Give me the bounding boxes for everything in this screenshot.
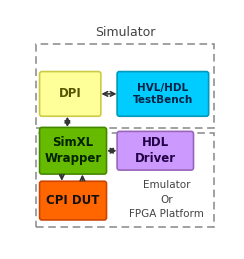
FancyBboxPatch shape: [40, 127, 107, 174]
Bar: [36, 133, 214, 227]
FancyBboxPatch shape: [117, 131, 193, 170]
Text: Emulator
Or
FPGA Platform: Emulator Or FPGA Platform: [129, 180, 204, 219]
Text: Simulator: Simulator: [95, 26, 155, 39]
Text: HDL
Driver: HDL Driver: [135, 136, 176, 165]
Text: DPI: DPI: [59, 87, 81, 100]
Bar: [36, 44, 214, 128]
FancyBboxPatch shape: [117, 71, 209, 116]
Text: CPI DUT: CPI DUT: [46, 194, 100, 207]
FancyBboxPatch shape: [40, 181, 107, 220]
Text: SimXL
Wrapper: SimXL Wrapper: [44, 136, 102, 165]
Text: HVL/HDL
TestBench: HVL/HDL TestBench: [133, 83, 193, 105]
FancyBboxPatch shape: [40, 71, 101, 116]
